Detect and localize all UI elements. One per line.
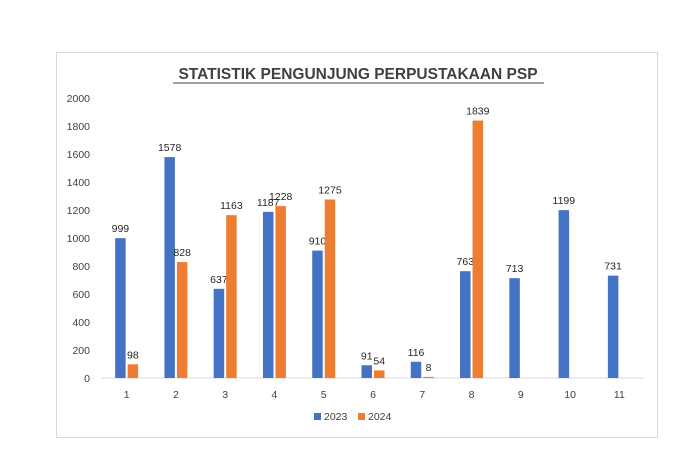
chart-title: STATISTIK PENGUNJUNG PERPUSTAKAAN PSP [178,66,537,83]
data-label-2023: 116 [408,347,425,359]
data-label-2023: 731 [604,261,622,273]
legend-swatch-2024 [358,413,365,420]
bar-2023 [558,210,570,378]
data-label-2024: 1228 [269,191,293,203]
x-tick-label: 5 [321,389,327,401]
x-tick-label: 7 [419,389,425,401]
chart-container: STATISTIK PENGUNJUNG PERPUSTAKAAN PSP 0 2… [56,52,658,438]
y-tick-label: 1200 [67,205,91,217]
bar-2023 [312,250,323,378]
data-label-2023: 637 [210,274,228,286]
legend-swatch-2023 [314,413,321,420]
y-tick-label: 1600 [67,149,91,161]
data-label-2023: 1199 [553,195,576,207]
bar-2024 [127,364,139,378]
data-label-2023: 713 [506,263,524,275]
data-label-2024: 54 [373,355,385,367]
legend-label: 2024 [368,411,392,423]
y-tick-label: 2000 [67,93,91,105]
bar-2023 [115,238,126,378]
data-label-2023: 999 [112,223,130,235]
bar-2023 [361,365,372,378]
bar-chart: STATISTIK PENGUNJUNG PERPUSTAKAAN PSP 0 2… [67,66,644,423]
data-label-2023: 1578 [158,142,182,154]
legend-label: 2023 [324,411,348,423]
bar-2024 [176,262,188,378]
x-tick-label: 2 [173,389,179,401]
data-label-2023: 910 [309,236,327,248]
data-label-2024: 98 [127,349,139,361]
bar-2023 [460,271,471,378]
bar-2023 [262,211,274,378]
bar-2024 [472,120,484,378]
x-tick-label: 6 [370,389,376,401]
bar-2024 [374,370,385,378]
bar-2023 [607,275,619,378]
data-label-2024: 828 [173,247,191,259]
x-tick-label: 4 [272,389,278,401]
data-label-2024: 1275 [318,185,342,197]
y-tick-label: 600 [72,289,90,301]
y-tick-label: 400 [72,317,90,329]
bar-2023 [164,157,175,378]
data-label-2024: 1839 [466,106,490,118]
y-tick-label: 0 [84,373,90,385]
data-label-2024: 1163 [220,200,243,212]
data-label-2023: 91 [361,350,373,362]
y-tick-label: 1800 [67,121,91,133]
x-tick-label: 10 [564,389,576,401]
y-tick-label: 800 [72,261,90,273]
bar-2024 [423,376,434,378]
data-label-2023: 763 [457,256,475,268]
bar-2023 [213,288,225,378]
y-tick-label: 200 [72,345,90,357]
data-label-2024: 8 [426,362,432,374]
bar-2024 [226,215,237,378]
bar-2024 [275,206,286,378]
x-tick-label: 9 [518,389,524,401]
x-tick-label: 8 [469,389,475,401]
bar-2024 [324,199,336,378]
y-tick-label: 1400 [67,177,91,189]
y-tick-label: 1000 [67,233,91,245]
x-tick-label: 11 [614,389,625,401]
bar-2023 [509,278,520,378]
x-tick-label: 3 [222,389,228,401]
x-tick-label: 1 [124,389,130,401]
data-label-2023: 1187 [257,197,280,209]
bar-2023 [410,361,422,378]
